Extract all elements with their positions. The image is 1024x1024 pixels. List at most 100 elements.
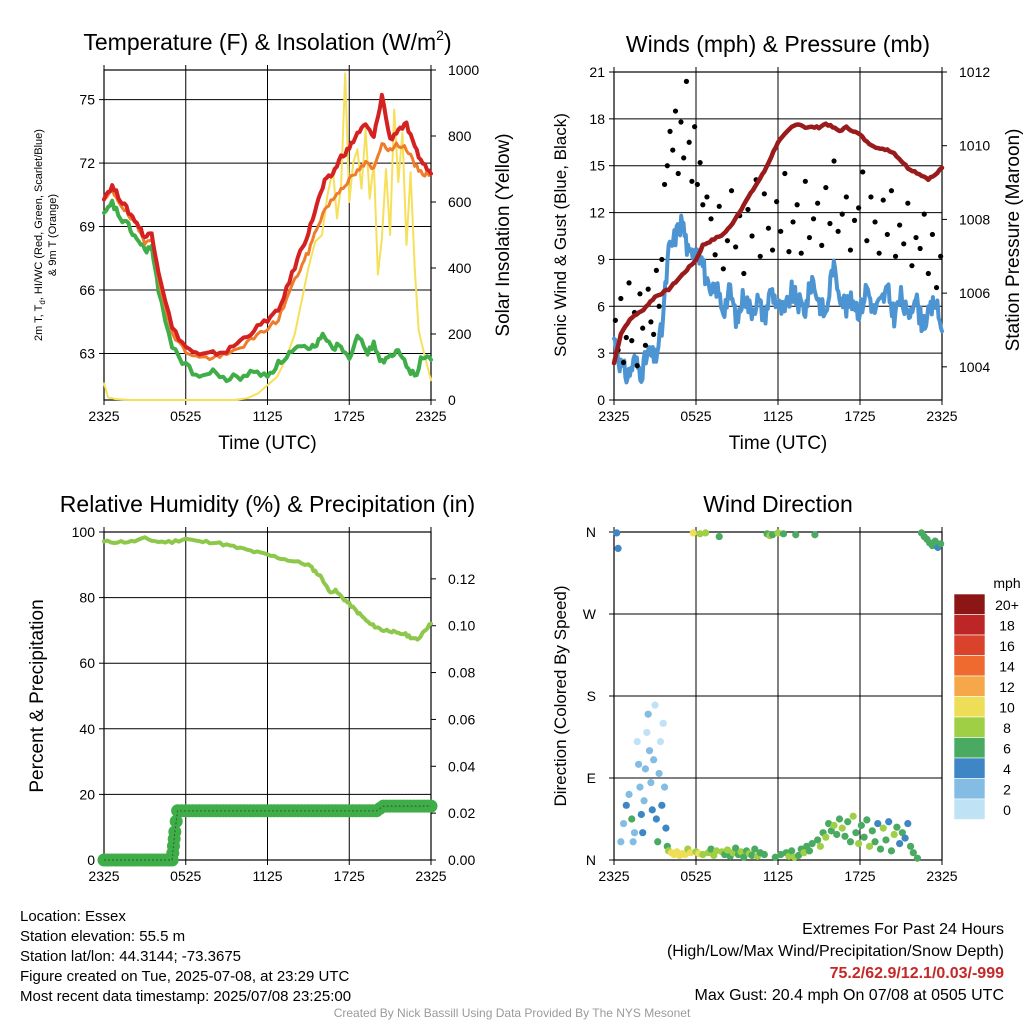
direction-point — [901, 834, 909, 842]
direction-point — [644, 710, 652, 718]
direction-point — [896, 840, 904, 848]
x-axis-label: Time (UTC) — [729, 433, 828, 454]
direction-point — [643, 728, 651, 737]
humidity-chart: 2325 0525 1125 1725 2325 Relative Humidity (%… — [27, 491, 475, 884]
direction-point — [647, 778, 655, 787]
gust-point — [856, 205, 862, 211]
gust-point — [642, 342, 649, 348]
y2-tick-label: 400 — [448, 260, 472, 276]
y-tick-label: E — [587, 770, 596, 786]
gust-point — [678, 119, 684, 125]
gust-point — [786, 249, 792, 255]
max-gust-text: Max Gust: 20.4 mph On 07/08 at 0505 UTC — [694, 987, 1005, 1004]
direction-point — [771, 853, 779, 861]
extremes-title: Extremes For Past 24 Hours — [802, 921, 1004, 938]
y2-tick-label: 0 — [448, 392, 456, 408]
direction-point — [893, 823, 901, 831]
gust-point — [929, 231, 936, 238]
x-tick-label: 1725 — [844, 868, 875, 884]
y-tick-label: W — [583, 606, 597, 622]
gust-point — [629, 338, 635, 344]
x-tick-label: 2325 — [415, 408, 446, 424]
y2-tick-label: 0.10 — [448, 618, 475, 634]
colorbar-label: 16 — [999, 638, 1015, 654]
colorbar-label: 18 — [999, 618, 1015, 634]
direction-point — [931, 537, 939, 545]
chart-title: Relative Humidity (%) & Precipitation (i… — [60, 491, 475, 517]
extremes-subtitle: (High/Low/Max Wind/Precipitation/Snow De… — [666, 943, 1004, 960]
y-tick-label: 100 — [72, 524, 96, 540]
direction-point — [656, 737, 665, 746]
gust-point — [868, 194, 874, 200]
y-tick-label: 69 — [79, 219, 95, 235]
gust-point — [827, 220, 833, 227]
direction-point — [622, 801, 630, 809]
gust-point — [798, 250, 804, 256]
gust-point — [720, 266, 726, 272]
gust-point — [724, 238, 731, 244]
gust-point — [761, 191, 767, 197]
winds-chart: 2325 0525 1125 1725 2325 Winds (mph) & Pressu… — [551, 31, 1024, 454]
gust-point — [681, 155, 687, 161]
direction-point — [636, 783, 644, 791]
colorbar-swatch — [953, 737, 986, 759]
colorbar-label: 10 — [999, 700, 1015, 716]
y2-tick-label: 0.08 — [448, 665, 475, 681]
x-tick-label: 2325 — [598, 408, 629, 424]
gust-point — [704, 194, 710, 200]
direction-point — [863, 816, 871, 824]
colorbar-swatch — [953, 696, 986, 718]
direction-point — [800, 849, 808, 857]
direction-point — [712, 847, 721, 855]
gust-point — [847, 247, 854, 253]
y-tick-label: 0 — [597, 392, 605, 408]
gust-point — [774, 199, 780, 205]
gust-point — [618, 295, 624, 302]
direction-point — [937, 540, 945, 548]
gust-point — [683, 78, 690, 84]
direction-point — [613, 529, 621, 537]
direction-point — [654, 838, 662, 846]
direction-point — [841, 832, 849, 840]
direction-point — [849, 812, 857, 820]
direction-point — [629, 838, 637, 846]
direction-point — [816, 842, 824, 850]
series-sonic-wind — [612, 213, 944, 385]
direction-point — [774, 529, 782, 537]
direction-point — [805, 847, 814, 855]
gust-point — [648, 319, 654, 325]
latlon-text: Station lat/lon: 44.3144; -73.3675 — [20, 948, 242, 965]
gust-point — [612, 317, 618, 323]
direction-point — [637, 810, 645, 819]
gust-point — [637, 291, 643, 297]
direction-point — [827, 827, 835, 835]
x-tick-label: 1125 — [252, 868, 282, 884]
series-pressure — [611, 121, 945, 366]
y-tick-label: 15 — [589, 158, 605, 174]
y-tick-label: 3 — [597, 345, 605, 361]
gust-point — [664, 163, 670, 169]
credit-text: Created By Nick Bassill Using Data Provi… — [333, 1006, 691, 1020]
gust-point — [733, 244, 739, 250]
gust-point — [794, 202, 800, 208]
gust-point — [634, 363, 640, 369]
direction-point — [887, 847, 896, 855]
y2-tick-label: 0.00 — [448, 852, 475, 868]
y-axis-label: Direction (Colored By Speed) — [551, 585, 570, 806]
direction-point — [838, 824, 846, 832]
direction-point — [904, 819, 912, 828]
direction-point — [898, 829, 906, 837]
gust-point — [659, 256, 665, 263]
direction-point — [860, 833, 868, 841]
gust-point — [745, 206, 751, 213]
gust-point — [645, 286, 651, 292]
gust-point — [909, 263, 915, 269]
gust-point — [913, 234, 919, 241]
direction-point — [659, 719, 667, 727]
gust-point — [623, 334, 629, 341]
series-red — [102, 92, 433, 357]
gust-point — [667, 128, 673, 134]
gust-point — [897, 222, 903, 228]
y-axis-label: 2m T, Td, HI/WC (Red, Green, Scarlet/Blu… — [33, 129, 47, 341]
